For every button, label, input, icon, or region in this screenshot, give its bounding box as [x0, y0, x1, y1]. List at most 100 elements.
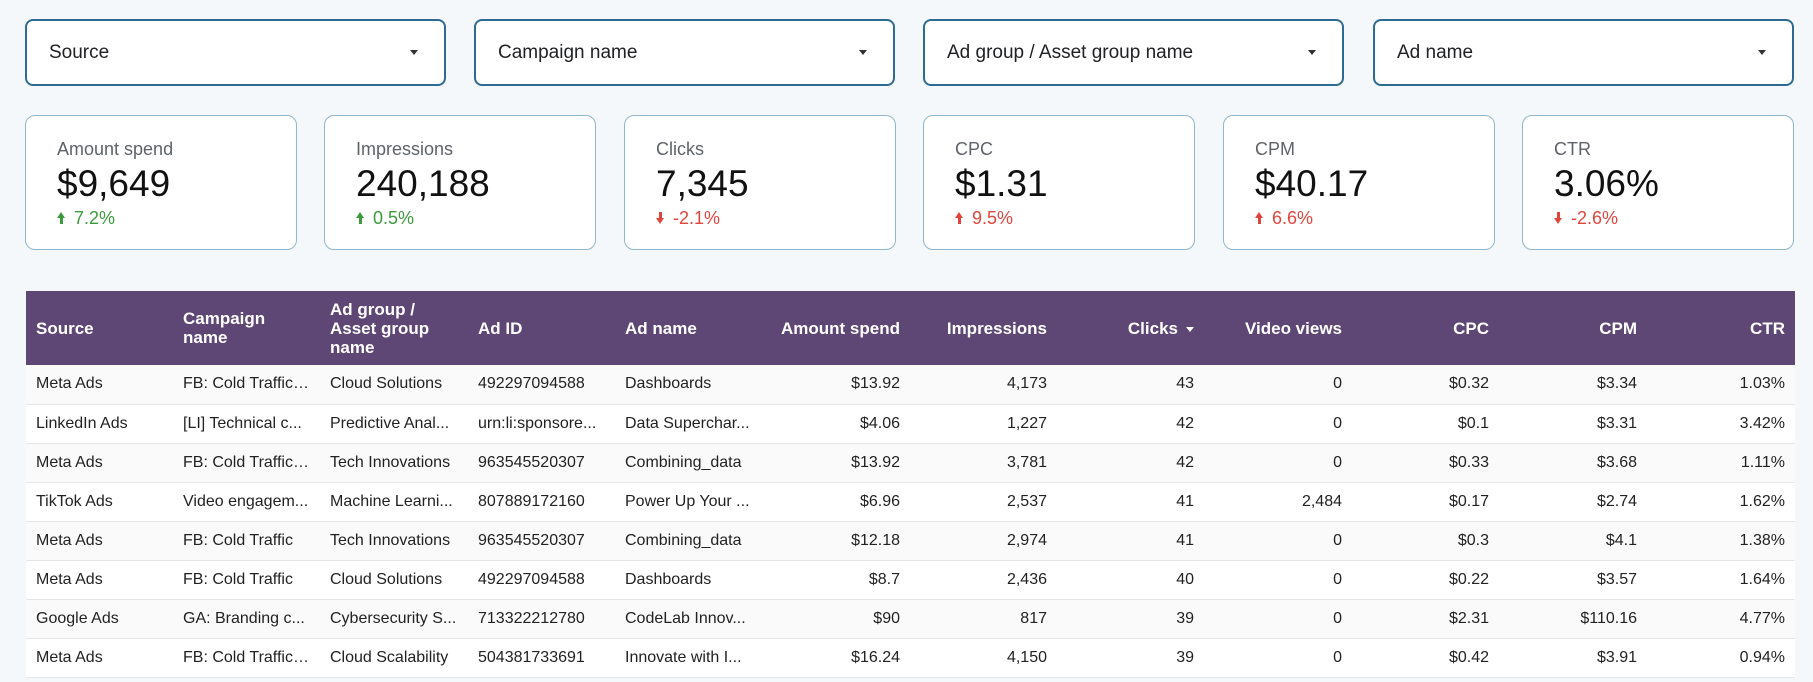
- source-filter[interactable]: Source: [25, 19, 446, 86]
- cell-ad-id: 807889172160: [478, 492, 585, 510]
- ad-group-filter[interactable]: Ad group / Asset group name: [923, 19, 1344, 86]
- chevron-down-icon: [1758, 50, 1766, 55]
- kpi-label: CPC: [955, 139, 994, 159]
- table-row[interactable]: Meta Ads FB: Cold Traffic ... Cloud Soluti…: [26, 365, 1795, 404]
- cell-clicks: 41: [1176, 492, 1194, 510]
- cell-source: Google Ads: [36, 609, 119, 627]
- cell-ctr: 1.64%: [1739, 570, 1785, 588]
- cell-amount-spend: $90: [873, 609, 900, 627]
- kpi-value: $1.31: [955, 163, 1048, 204]
- cell-source: TikTok Ads: [36, 492, 113, 510]
- column-header-video-views[interactable]: Video views: [1244, 318, 1342, 338]
- column-header-campaign-name[interactable]: Campaign name: [183, 309, 266, 347]
- source-filter-label: Source: [49, 41, 110, 63]
- kpi-card-cpm: CPM $40.17 6.6%: [1223, 115, 1495, 250]
- cell-cpc: $2.31: [1448, 609, 1489, 627]
- cell-cpc: $0.17: [1448, 492, 1489, 510]
- cell-ad-group: Cloud Solutions: [330, 375, 443, 393]
- cell-ad-name: Power Up Your ...: [625, 492, 750, 510]
- cell-source: LinkedIn Ads: [36, 414, 128, 432]
- kpi-card-amount-spend: Amount spend $9,649 7.2%: [25, 115, 297, 250]
- cell-campaign-name: [LI] Technical c...: [183, 414, 302, 432]
- cell-campaign-name: FB: Cold Traffic ...: [183, 453, 311, 471]
- cell-ctr: 3.42%: [1739, 414, 1785, 432]
- kpi-card-clicks: Clicks 7,345 -2.1%: [624, 115, 896, 250]
- cell-campaign-name: GA: Branding c...: [183, 609, 305, 627]
- column-header-cpc[interactable]: CPC: [1453, 318, 1489, 338]
- cell-clicks: 42: [1176, 453, 1194, 471]
- cell-amount-spend: $4.06: [859, 414, 900, 432]
- campaign-name-filter[interactable]: Campaign name: [474, 19, 895, 86]
- cell-impressions: 2,974: [1006, 531, 1047, 549]
- cell-video-views: 0: [1333, 570, 1342, 588]
- kpi-delta-value: 6.6%: [1272, 208, 1314, 228]
- table-row[interactable]: Meta Ads FB: Cold Traffic Tech Innovations…: [26, 521, 1795, 560]
- cell-clicks: 42: [1176, 414, 1194, 432]
- sort-descending-icon: [1186, 326, 1194, 332]
- column-header-amount-spend[interactable]: Amount spend: [781, 318, 900, 338]
- cell-video-views: 0: [1333, 531, 1342, 549]
- arrow-up-icon: [955, 212, 963, 224]
- table-row[interactable]: Google Ads GA: Branding c... Cybersecurity…: [26, 599, 1795, 638]
- table-row[interactable]: LinkedIn Ads [LI] Technical c... Predictiv…: [26, 404, 1795, 443]
- cell-clicks: 40: [1176, 570, 1194, 588]
- kpi-card-ctr: CTR 3.06% -2.6%: [1522, 115, 1794, 250]
- kpi-value: 7,345: [656, 163, 749, 204]
- cell-ad-id: 963545520307: [478, 453, 585, 471]
- kpi-delta-value: -2.6%: [1571, 208, 1619, 228]
- column-header-ad-id[interactable]: Ad ID: [478, 318, 523, 338]
- cell-ad-id: 504381733691: [478, 648, 585, 666]
- cell-source: Meta Ads: [36, 648, 103, 666]
- cell-ad-group: Cloud Solutions: [330, 570, 443, 588]
- cell-amount-spend: $16.24: [851, 648, 900, 666]
- column-header-ad-name[interactable]: Ad name: [625, 318, 697, 338]
- cell-impressions: 817: [1020, 609, 1047, 627]
- column-header-ctr[interactable]: CTR: [1750, 318, 1785, 338]
- chevron-down-icon: [859, 50, 867, 55]
- cell-impressions: 4,150: [1006, 648, 1047, 666]
- cell-video-views: 0: [1333, 609, 1342, 627]
- cell-impressions: 4,173: [1006, 375, 1047, 393]
- cell-ad-group: Cybersecurity S...: [330, 609, 457, 627]
- kpi-delta-value: -2.1%: [673, 208, 721, 228]
- cell-amount-spend: $6.96: [859, 492, 900, 510]
- table-row[interactable]: TikTok Ads Video engagem... Machine Learni…: [26, 482, 1795, 521]
- cell-impressions: 3,781: [1006, 453, 1047, 471]
- cell-cpc: $0.33: [1448, 453, 1489, 471]
- column-header-cpm[interactable]: CPM: [1599, 318, 1637, 338]
- kpi-delta-value: 0.5%: [373, 208, 415, 228]
- column-header-impressions[interactable]: Impressions: [946, 318, 1047, 338]
- cell-ad-group: Predictive Anal...: [330, 414, 450, 432]
- cell-cpm: $2.74: [1596, 492, 1637, 510]
- cell-amount-spend: $13.92: [851, 453, 900, 471]
- cell-campaign-name: FB: Cold Traffic: [183, 531, 293, 549]
- cell-amount-spend: $13.92: [851, 375, 900, 393]
- arrow-up-icon: [1255, 212, 1263, 224]
- cell-ad-name: Innovate with I...: [625, 648, 742, 666]
- ad-name-filter[interactable]: Ad name: [1373, 19, 1794, 86]
- cell-cpm: $4.1: [1605, 531, 1637, 549]
- ads-table: Source Campaign name Ad group / Asset gr…: [26, 291, 1795, 678]
- campaign-name-filter-label: Campaign name: [498, 41, 638, 63]
- table-row[interactable]: Meta Ads FB: Cold Traffic Cloud Solutions 4…: [26, 560, 1795, 599]
- cell-cpm: $3.91: [1596, 648, 1637, 666]
- kpi-label: Clicks: [656, 139, 704, 159]
- table-row[interactable]: Meta Ads FB: Cold Traffic ... Cloud Scalab…: [26, 638, 1795, 677]
- table-body: Meta Ads FB: Cold Traffic ... Cloud Soluti…: [26, 365, 1795, 677]
- cell-cpm: $110.16: [1580, 609, 1637, 627]
- table-row[interactable]: Meta Ads FB: Cold Traffic ... Tech Innovat…: [26, 443, 1795, 482]
- column-header-ad-group[interactable]: Ad group / Asset group name: [330, 299, 430, 357]
- cell-ad-name: Dashboards: [625, 570, 712, 588]
- table-header-row: Source Campaign name Ad group / Asset gr…: [26, 291, 1795, 365]
- column-header-clicks[interactable]: Clicks: [1057, 291, 1204, 365]
- cell-source: Meta Ads: [36, 375, 103, 393]
- cell-video-views: 2,484: [1301, 492, 1342, 510]
- arrow-up-icon: [356, 212, 364, 224]
- column-header-source[interactable]: Source: [36, 318, 94, 338]
- cell-ad-group: Machine Learni...: [330, 492, 453, 510]
- ad-group-filter-label: Ad group / Asset group name: [947, 41, 1194, 63]
- cell-cpc: $0.1: [1457, 414, 1489, 432]
- cell-video-views: 0: [1333, 648, 1342, 666]
- cell-amount-spend: $8.7: [868, 570, 900, 588]
- kpi-value: 240,188: [356, 163, 490, 204]
